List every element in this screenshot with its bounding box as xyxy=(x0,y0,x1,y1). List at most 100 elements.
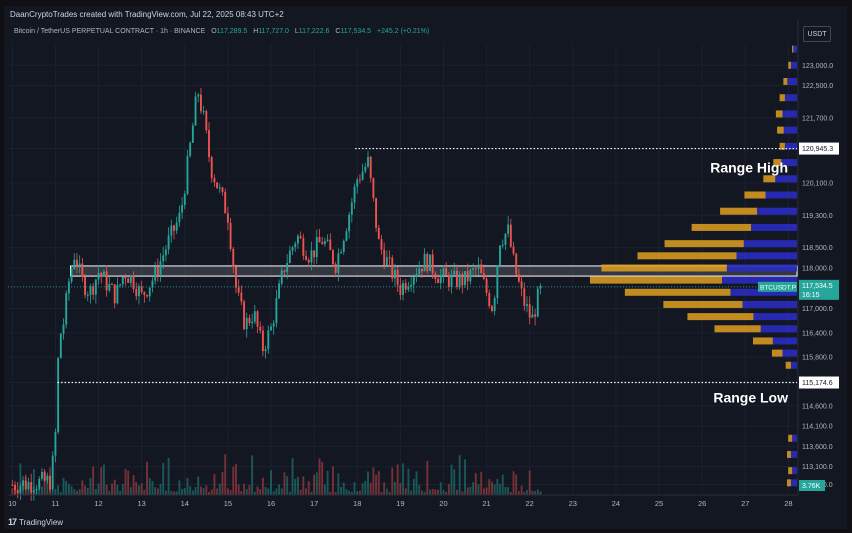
candle-body xyxy=(24,480,27,489)
volume-bar xyxy=(240,491,243,495)
volume-bar xyxy=(202,488,205,495)
volume-bar xyxy=(73,489,76,495)
volume-bar xyxy=(237,484,240,495)
volume-bar xyxy=(531,490,534,495)
candle-body xyxy=(57,358,60,433)
volume-bar xyxy=(517,491,520,495)
candle-body xyxy=(504,233,507,245)
volume-profile-bar-orange xyxy=(763,175,776,183)
volume-bar xyxy=(434,489,437,495)
x-tick-label: 20 xyxy=(439,499,447,508)
x-tick-label: 11 xyxy=(52,499,60,508)
candle-body xyxy=(43,472,46,481)
candle-body xyxy=(97,272,100,280)
volume-bar xyxy=(154,487,157,495)
volume-bar xyxy=(340,486,343,495)
volume-profile-bar-blue xyxy=(784,142,797,150)
range-annotation-label: Range High xyxy=(710,160,788,176)
volume-bar xyxy=(297,476,299,495)
x-tick-label: 17 xyxy=(310,499,318,508)
candle-body xyxy=(54,432,57,456)
candle-body xyxy=(251,321,254,324)
candle-body xyxy=(170,225,173,236)
candle-body xyxy=(261,330,264,352)
candle-body xyxy=(415,274,418,277)
symbol-title[interactable]: Bitcoin / TetherUS PERPETUAL CONTRACT · … xyxy=(14,28,206,35)
volume-bar xyxy=(499,483,501,495)
ohlc-low-value: 117,222.6 xyxy=(298,28,330,35)
volume-profile-bar-blue xyxy=(742,300,797,308)
candle-body xyxy=(92,286,95,295)
candle-body xyxy=(248,317,251,324)
candle-body xyxy=(445,268,448,275)
candle-body xyxy=(143,291,146,295)
candle-body xyxy=(151,280,154,288)
x-tick-label: 14 xyxy=(181,499,189,508)
candle-body xyxy=(275,298,278,324)
volume-bar xyxy=(213,474,216,495)
volume-bar xyxy=(407,468,410,495)
volume-bar xyxy=(178,480,181,495)
x-tick-label: 19 xyxy=(396,499,404,508)
candle-body xyxy=(65,293,68,325)
volume-profile-bar-blue xyxy=(760,325,797,333)
volume-bar xyxy=(121,483,124,495)
volume-bar xyxy=(57,485,60,495)
volume-profile-bar-orange xyxy=(788,61,791,69)
candle-body xyxy=(313,250,316,258)
candle-body xyxy=(84,276,87,296)
candle-body xyxy=(375,197,378,228)
candle-body xyxy=(167,235,170,250)
volume-bar xyxy=(288,491,291,495)
candle-body xyxy=(164,249,167,256)
candle-body xyxy=(183,193,186,206)
x-tick-label: 18 xyxy=(353,499,361,508)
tradingview-logo-icon: 17 xyxy=(8,517,17,527)
candle-body xyxy=(186,155,189,194)
volume-bar xyxy=(116,485,119,495)
candle-body xyxy=(526,304,528,306)
y-tick-label: 117,000.0 xyxy=(802,306,833,313)
candle-body xyxy=(199,94,202,112)
volume-bar xyxy=(256,486,259,495)
volume-bar xyxy=(89,478,92,495)
volume-bar xyxy=(396,464,399,495)
candle-body xyxy=(356,179,359,187)
candle-body xyxy=(14,485,16,490)
candle-body xyxy=(380,239,383,250)
candle-body xyxy=(493,298,496,312)
volume-profile-bar-blue xyxy=(743,240,797,248)
candle-body xyxy=(426,253,429,271)
volume-bar xyxy=(375,474,378,495)
currency-button[interactable]: USDT xyxy=(803,26,831,42)
volume-bar xyxy=(94,489,97,495)
volume-bar xyxy=(523,491,526,495)
candle-body xyxy=(32,490,35,493)
candle-body xyxy=(243,301,245,330)
candle-body xyxy=(315,236,318,258)
x-tick-label: 12 xyxy=(94,499,102,508)
candle-body xyxy=(105,271,108,291)
volume-bar xyxy=(418,484,421,495)
candle-body xyxy=(148,287,151,297)
volume-bar xyxy=(286,476,289,495)
tradingview-brand[interactable]: 17 TradingView xyxy=(8,517,63,527)
volume-bar xyxy=(197,476,200,495)
candle-body xyxy=(30,482,33,493)
candle-body xyxy=(350,202,353,215)
candle-body xyxy=(221,187,224,192)
candle-body xyxy=(178,212,181,223)
candle-body xyxy=(116,285,119,304)
candle-body xyxy=(442,268,445,276)
volume-bar xyxy=(539,491,542,495)
volume-bar xyxy=(420,490,423,495)
x-tick-label: 27 xyxy=(741,499,749,508)
candle-body xyxy=(480,264,483,274)
volume-profile-bar-blue xyxy=(790,450,797,458)
volume-bar xyxy=(350,491,353,495)
volume-bar xyxy=(81,480,84,495)
x-tick-label: 25 xyxy=(655,499,663,508)
volume-profile-bar-blue xyxy=(792,434,797,442)
volume-bar xyxy=(162,462,165,495)
